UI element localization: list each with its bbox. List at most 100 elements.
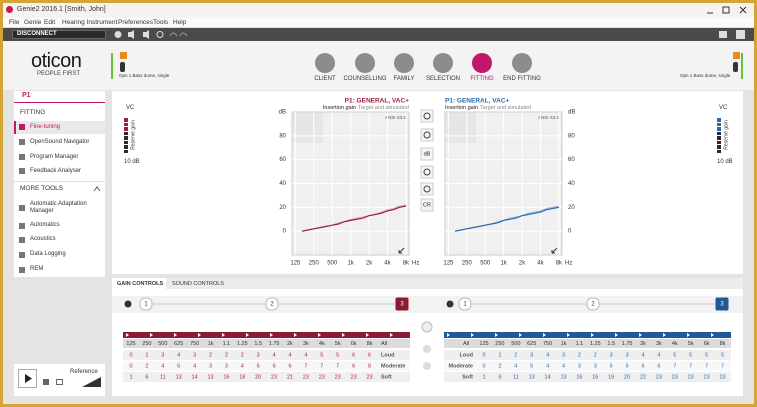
gain-value[interactable]: 6 — [368, 352, 371, 358]
level-button[interactable] — [265, 297, 279, 311]
nav-label[interactable]: CLIENT — [314, 76, 336, 82]
sidebar-item[interactable]: Automatics — [30, 222, 60, 228]
gain-value[interactable]: 23 — [366, 374, 372, 380]
gain-value[interactable]: 4 — [514, 363, 517, 369]
window-controls[interactable] — [704, 5, 752, 16]
gain-value[interactable]: 16 — [592, 374, 598, 380]
gain-value[interactable]: 5 — [610, 363, 613, 369]
loop-button[interactable] — [56, 379, 63, 385]
gain-value[interactable]: 23 — [319, 374, 325, 380]
gain-value[interactable]: 3 — [225, 363, 228, 369]
gain-value[interactable]: 5 — [721, 352, 724, 358]
level-button[interactable] — [395, 297, 409, 311]
gain-value[interactable]: 3 — [161, 352, 164, 358]
gain-value[interactable]: 3 — [610, 352, 613, 358]
gain-value[interactable]: 20 — [624, 374, 630, 380]
gain-value[interactable]: 13 — [176, 374, 182, 380]
gain-value[interactable]: 5 — [336, 352, 339, 358]
gain-value[interactable]: 23 — [271, 374, 277, 380]
gain-value[interactable]: 2 — [498, 363, 501, 369]
nav-icon[interactable] — [315, 53, 335, 73]
menu-item[interactable]: Genie — [24, 19, 42, 26]
nav-icon[interactable] — [355, 53, 375, 73]
gain-value[interactable]: 7 — [304, 363, 307, 369]
gain-value[interactable]: 1 — [129, 374, 132, 380]
sidebar-item[interactable]: Program Manager — [30, 154, 79, 160]
sidebar-item[interactable]: Data Logging — [30, 251, 66, 257]
gain-value[interactable]: 3 — [594, 363, 597, 369]
gain-value[interactable]: 0 — [482, 363, 485, 369]
gain-value[interactable]: 5 — [320, 352, 323, 358]
gain-value[interactable]: 23 — [672, 374, 678, 380]
gain-value[interactable]: 7 — [320, 363, 323, 369]
gain-value[interactable]: 23 — [335, 374, 341, 380]
gain-value[interactable]: 5 — [626, 363, 629, 369]
graph-button[interactable] — [420, 198, 434, 212]
gain-value[interactable]: 19 — [608, 374, 614, 380]
gain-value[interactable]: 3 — [257, 352, 260, 358]
gain-value[interactable]: 6 — [657, 363, 660, 369]
nav-icon[interactable] — [512, 53, 532, 73]
gain-value[interactable]: 14 — [192, 374, 198, 380]
gain-value[interactable]: 4 — [273, 352, 276, 358]
gain-value[interactable]: 4 — [193, 363, 196, 369]
gain-value[interactable]: 2 — [209, 352, 212, 358]
gain-value[interactable]: 4 — [657, 352, 660, 358]
gain-value[interactable]: 4 — [241, 363, 244, 369]
redo[interactable] — [179, 32, 188, 37]
gain-value[interactable]: 5 — [257, 363, 260, 369]
more-tools-heading[interactable]: MORE TOOLS — [20, 185, 64, 192]
close[interactable] — [739, 6, 747, 14]
tool-icon[interactable] — [128, 30, 134, 39]
gain-value[interactable]: 7 — [721, 363, 724, 369]
gain-value[interactable]: 23 — [303, 374, 309, 380]
gain-value[interactable]: 1 — [482, 374, 485, 380]
nav-icon[interactable] — [472, 53, 492, 73]
gain-value[interactable]: 2 — [225, 352, 228, 358]
gain-value[interactable]: 3 — [626, 352, 629, 358]
nav-label[interactable]: SELECTION — [425, 76, 460, 82]
gain-value[interactable]: 2 — [578, 352, 581, 358]
gain-value[interactable]: 5 — [530, 363, 533, 369]
gain-value[interactable]: 0 — [482, 352, 485, 358]
gain-value[interactable]: 4 — [641, 352, 644, 358]
gain-value[interactable]: 6 — [352, 363, 355, 369]
graph-button[interactable] — [420, 182, 434, 196]
gain-value[interactable]: 23 — [656, 374, 662, 380]
gain-value[interactable]: 7 — [705, 363, 708, 369]
disconnect-label[interactable]: DISCONNECT — [17, 31, 57, 37]
gain-value[interactable]: 6 — [641, 363, 644, 369]
nav-label[interactable]: FITTING — [470, 76, 494, 82]
restore[interactable] — [722, 6, 730, 14]
menu-item[interactable]: File — [9, 19, 20, 26]
gain-value[interactable]: 1 — [498, 352, 501, 358]
graph-button[interactable] — [420, 128, 434, 142]
gain-value[interactable]: 23 — [351, 374, 357, 380]
sidebar-item[interactable]: REM — [30, 266, 44, 272]
graph-button[interactable] — [420, 165, 434, 179]
gain-value[interactable]: 5 — [705, 352, 708, 358]
gain-value[interactable]: 4 — [288, 352, 291, 358]
gain-value[interactable]: 6 — [273, 363, 276, 369]
gain-value[interactable]: 4 — [562, 363, 565, 369]
gain-value[interactable]: 6 — [145, 374, 148, 380]
nav-label[interactable]: FAMILY — [393, 76, 415, 82]
gain-value[interactable]: 5 — [689, 352, 692, 358]
gain-value[interactable]: 13 — [560, 374, 566, 380]
play-icon[interactable] — [18, 369, 37, 388]
gain-value[interactable]: 0 — [129, 352, 132, 358]
gain-value[interactable]: 5 — [673, 352, 676, 358]
stop-button[interactable] — [43, 379, 49, 385]
gain-value[interactable]: 14 — [545, 374, 551, 380]
gain-value[interactable]: 11 — [513, 374, 519, 380]
sidebar-item[interactable]: Acoustics — [30, 236, 56, 242]
level-button[interactable] — [139, 297, 153, 311]
gain-value[interactable]: 6 — [288, 363, 291, 369]
gain-value[interactable]: 4 — [546, 363, 549, 369]
tool-icon[interactable] — [143, 30, 149, 39]
gain-value[interactable]: 7 — [673, 363, 676, 369]
gain-value[interactable]: 2 — [145, 363, 148, 369]
menu-item[interactable]: Edit — [44, 19, 56, 26]
gain-value[interactable]: 0 — [129, 363, 132, 369]
menu-item[interactable]: Tools — [153, 19, 169, 26]
